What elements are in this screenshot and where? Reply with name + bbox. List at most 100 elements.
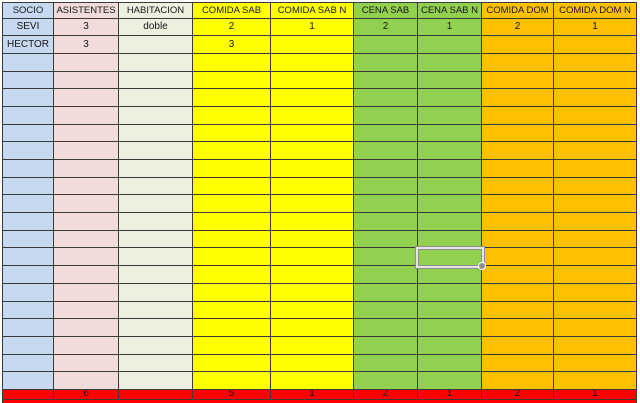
cell[interactable] bbox=[271, 266, 354, 284]
cell[interactable] bbox=[482, 213, 554, 231]
cell[interactable] bbox=[3, 248, 54, 267]
cell[interactable] bbox=[54, 160, 119, 178]
header-cell[interactable]: SOCIO bbox=[3, 3, 54, 19]
cell[interactable] bbox=[271, 160, 354, 178]
cell[interactable] bbox=[418, 71, 482, 90]
cell[interactable] bbox=[119, 213, 193, 231]
cell[interactable] bbox=[193, 266, 271, 284]
header-cell[interactable]: CENA SAB N bbox=[418, 3, 482, 19]
cell[interactable] bbox=[354, 354, 418, 373]
cell[interactable]: 3 bbox=[54, 18, 119, 37]
cell[interactable] bbox=[554, 142, 637, 160]
cell[interactable] bbox=[271, 106, 354, 125]
cell[interactable]: SEVI bbox=[3, 18, 54, 37]
header-cell[interactable]: CENA SAB bbox=[354, 3, 418, 19]
cell[interactable] bbox=[554, 301, 637, 320]
header-cell[interactable]: COMIDA SAB bbox=[193, 3, 271, 19]
cell[interactable] bbox=[193, 248, 271, 267]
cell[interactable]: 3 bbox=[193, 36, 271, 54]
cell[interactable] bbox=[271, 283, 354, 302]
cell[interactable] bbox=[271, 195, 354, 214]
cell[interactable] bbox=[482, 89, 554, 107]
cell[interactable] bbox=[554, 177, 637, 196]
cell[interactable]: 2 bbox=[193, 18, 271, 37]
cell[interactable] bbox=[119, 71, 193, 90]
cell[interactable] bbox=[3, 301, 54, 320]
cell[interactable] bbox=[482, 372, 554, 390]
cell[interactable] bbox=[193, 195, 271, 214]
cell[interactable] bbox=[554, 230, 637, 249]
cell[interactable] bbox=[3, 106, 54, 125]
cell[interactable] bbox=[554, 283, 637, 302]
cell[interactable] bbox=[3, 71, 54, 90]
cell[interactable] bbox=[271, 354, 354, 373]
cell[interactable] bbox=[418, 354, 482, 373]
cell[interactable] bbox=[354, 177, 418, 196]
cell[interactable] bbox=[354, 230, 418, 249]
cell[interactable] bbox=[54, 89, 119, 107]
cell[interactable] bbox=[482, 53, 554, 72]
total-cell[interactable]: 1 bbox=[554, 389, 637, 400]
cell[interactable] bbox=[3, 195, 54, 214]
cell[interactable] bbox=[54, 53, 119, 72]
cell[interactable] bbox=[3, 336, 54, 355]
total-cell[interactable]: 5 bbox=[193, 389, 271, 400]
cell[interactable] bbox=[554, 213, 637, 231]
cell[interactable]: HECTOR bbox=[3, 36, 54, 54]
cell[interactable] bbox=[554, 124, 637, 143]
cell[interactable] bbox=[418, 89, 482, 107]
cell[interactable] bbox=[119, 160, 193, 178]
cell[interactable] bbox=[354, 160, 418, 178]
cell[interactable] bbox=[119, 89, 193, 107]
cell[interactable] bbox=[418, 160, 482, 178]
cell[interactable] bbox=[3, 124, 54, 143]
cell[interactable] bbox=[482, 71, 554, 90]
cell[interactable] bbox=[3, 354, 54, 373]
cell[interactable] bbox=[54, 71, 119, 90]
cell[interactable] bbox=[418, 213, 482, 231]
cell[interactable] bbox=[418, 248, 482, 267]
cell[interactable] bbox=[193, 160, 271, 178]
cell[interactable] bbox=[54, 301, 119, 320]
cell[interactable] bbox=[3, 230, 54, 249]
header-cell[interactable]: HABITACION bbox=[119, 3, 193, 19]
cell[interactable] bbox=[354, 195, 418, 214]
cell[interactable] bbox=[554, 160, 637, 178]
cell[interactable] bbox=[354, 213, 418, 231]
cell[interactable] bbox=[418, 372, 482, 390]
cell[interactable] bbox=[54, 266, 119, 284]
cell[interactable] bbox=[193, 142, 271, 160]
cell[interactable] bbox=[418, 319, 482, 337]
cell[interactable] bbox=[119, 106, 193, 125]
cell[interactable] bbox=[418, 301, 482, 320]
cell[interactable] bbox=[54, 336, 119, 355]
cell[interactable] bbox=[418, 36, 482, 54]
cell[interactable]: doble bbox=[119, 18, 193, 37]
cell[interactable] bbox=[119, 283, 193, 302]
cell[interactable] bbox=[193, 372, 271, 390]
cell[interactable] bbox=[482, 283, 554, 302]
cell[interactable] bbox=[193, 71, 271, 90]
cell[interactable] bbox=[271, 248, 354, 267]
cell[interactable] bbox=[193, 124, 271, 143]
cell[interactable] bbox=[271, 89, 354, 107]
cell[interactable]: 2 bbox=[354, 18, 418, 37]
cell[interactable] bbox=[354, 283, 418, 302]
cell[interactable] bbox=[354, 106, 418, 125]
cell[interactable] bbox=[482, 195, 554, 214]
cell[interactable] bbox=[54, 177, 119, 196]
cell[interactable] bbox=[554, 372, 637, 390]
cell[interactable] bbox=[354, 248, 418, 267]
cell[interactable] bbox=[54, 319, 119, 337]
cell[interactable] bbox=[554, 354, 637, 373]
cell[interactable] bbox=[193, 106, 271, 125]
cell[interactable] bbox=[119, 36, 193, 54]
cell[interactable] bbox=[482, 106, 554, 125]
cell[interactable] bbox=[482, 336, 554, 355]
total-cell[interactable]: 1 bbox=[271, 389, 354, 400]
cell[interactable] bbox=[482, 142, 554, 160]
cell[interactable] bbox=[271, 177, 354, 196]
cell[interactable] bbox=[54, 213, 119, 231]
cell[interactable] bbox=[482, 266, 554, 284]
cell[interactable] bbox=[193, 336, 271, 355]
